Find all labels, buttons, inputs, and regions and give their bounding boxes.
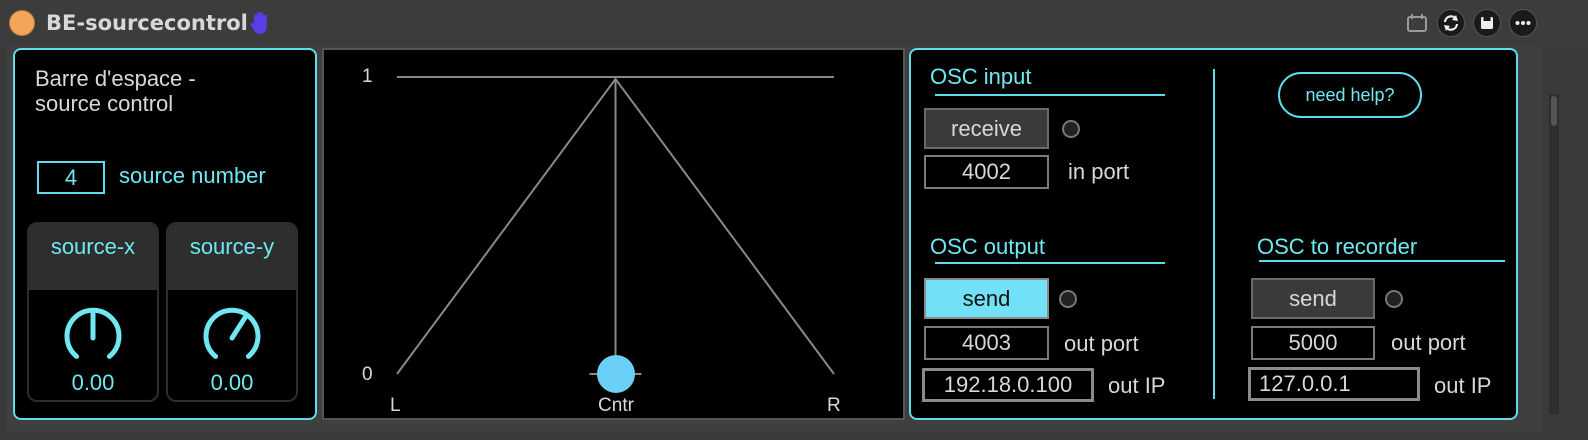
y-tick-bottom: 0: [362, 364, 373, 385]
osc-input-header: OSC input: [930, 64, 1032, 89]
device-description: Barre d'espace - source control: [35, 66, 196, 116]
source-panel: Barre d'espace - source control 4 source…: [13, 48, 317, 420]
ellipsis-icon: [1515, 21, 1531, 25]
need-help-button[interactable]: need help?: [1278, 72, 1422, 118]
save-preset-button[interactable]: [1473, 9, 1501, 37]
refresh-icon: [1443, 15, 1459, 31]
source-y-label: source-y: [189, 234, 275, 259]
receive-indicator-led: [1062, 120, 1080, 138]
scrollbar-track[interactable]: [1549, 94, 1559, 414]
osc-output-header: OSC output: [930, 234, 1045, 259]
x-label-center: Cntr: [598, 395, 634, 416]
source-number-label: source number: [119, 163, 266, 188]
device-title: BE-sourcecontrol: [46, 11, 248, 35]
recorder-ip-box[interactable]: 127.0.0.1: [1248, 367, 1420, 401]
osc-panel: OSC input receive 4002 in port OSC outpu…: [909, 48, 1518, 420]
out-port-box[interactable]: 4003: [924, 326, 1049, 360]
y-tick-top: 1: [362, 66, 373, 87]
source-number-box[interactable]: 4: [37, 161, 105, 194]
osc-recorder-underline: [1259, 260, 1505, 262]
source-y-dial-box: source-y 0.00: [166, 222, 298, 402]
source-x-dial-box: source-x 0.00: [27, 222, 159, 402]
x-label-left: L: [390, 395, 401, 416]
hot-swap-button[interactable]: [1437, 9, 1465, 37]
osc-output-underline: [935, 262, 1165, 264]
out-port-label: out port: [1064, 331, 1139, 356]
out-ip-label: out IP: [1108, 373, 1166, 398]
pan-position-handle[interactable]: [596, 355, 635, 393]
in-port-label: in port: [1068, 159, 1130, 184]
x-label-right: R: [827, 395, 841, 416]
recorder-port-label: out port: [1391, 330, 1466, 355]
device-activator-button[interactable]: [9, 10, 35, 36]
receive-toggle-button[interactable]: receive: [924, 108, 1049, 149]
pan-graph[interactable]: 1 0 L Cntr R: [322, 48, 905, 420]
section-divider: [1213, 69, 1215, 399]
recorder-port-box[interactable]: 5000: [1251, 326, 1375, 360]
osc-recorder-header: OSC to recorder: [1257, 234, 1418, 259]
osc-output-send-button[interactable]: send: [924, 278, 1049, 319]
scrollbar-thumb[interactable]: [1551, 96, 1557, 126]
recorder-send-button[interactable]: send: [1251, 278, 1375, 319]
recorder-ip-label: out IP: [1434, 373, 1492, 398]
osc-input-underline: [935, 94, 1165, 96]
in-port-box[interactable]: 4002: [924, 155, 1049, 189]
source-y-value: 0.00: [210, 370, 254, 395]
recorder-indicator-led: [1385, 290, 1403, 308]
preset-icon[interactable]: [1406, 13, 1428, 33]
save-icon: [1481, 17, 1493, 29]
source-x-value: 0.00: [71, 370, 115, 395]
osc-output-indicator-led: [1059, 290, 1077, 308]
out-ip-box[interactable]: 192.18.0.100: [922, 368, 1094, 402]
device-title-bar: BE-sourcecontrol: [0, 0, 1588, 46]
source-x-label: source-x: [50, 234, 136, 259]
hand-icon: [250, 11, 267, 34]
more-options-button[interactable]: [1509, 9, 1537, 37]
source-x-dial[interactable]: [61, 306, 125, 370]
source-y-dial[interactable]: [200, 306, 264, 370]
